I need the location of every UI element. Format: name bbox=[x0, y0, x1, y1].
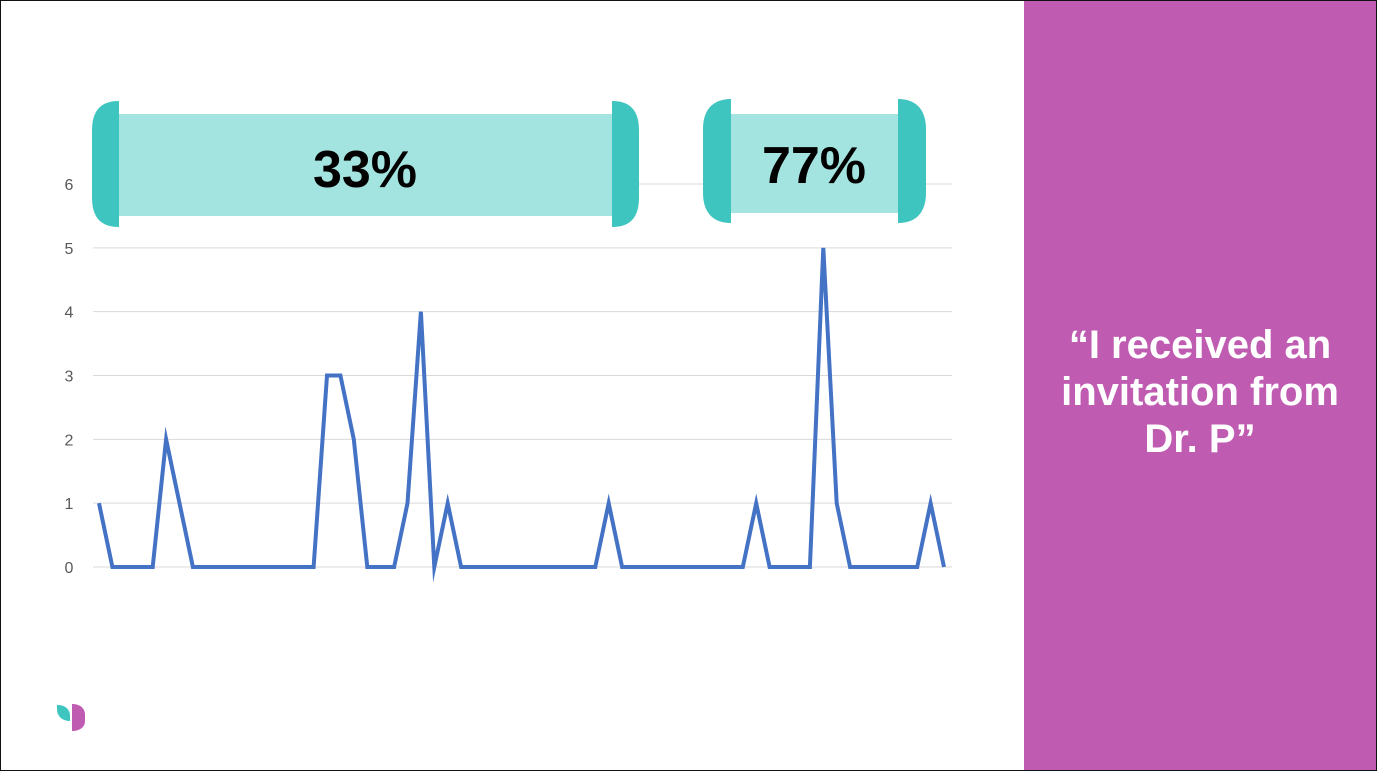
series bbox=[97, 247, 946, 583]
callout-33-left-bracket bbox=[92, 101, 119, 227]
y-tick-label: 1 bbox=[65, 496, 74, 513]
y-tick-label: 0 bbox=[65, 560, 74, 577]
y-tick-label: 4 bbox=[65, 305, 74, 322]
callout-33: 33% bbox=[92, 101, 639, 227]
grid-lines bbox=[93, 183, 952, 568]
callout-77: 77% bbox=[703, 99, 926, 223]
callout-77-fill bbox=[723, 114, 907, 213]
quote-panel: “I received an invitation from Dr. P” bbox=[1024, 1, 1376, 770]
callout-77-right-bracket bbox=[898, 99, 926, 223]
leaf-logo-teal-part bbox=[57, 705, 70, 721]
line-chart: 0 1 2 3 4 5 6 33% 77% bbox=[65, 99, 952, 583]
series-line bbox=[97, 247, 946, 583]
leaf-logo-icon bbox=[57, 704, 85, 731]
callout-77-left-bracket bbox=[703, 99, 731, 223]
y-axis-ticks: 0 1 2 3 4 5 6 bbox=[65, 177, 74, 577]
callout-33-label: 33% bbox=[313, 141, 417, 199]
callout-77-label: 77% bbox=[762, 137, 866, 195]
quote-text: “I received an invitation from Dr. P” bbox=[1061, 323, 1339, 461]
y-tick-label: 5 bbox=[65, 241, 74, 258]
y-tick-label: 3 bbox=[65, 369, 74, 386]
y-tick-label: 6 bbox=[65, 177, 74, 194]
callout-33-fill bbox=[109, 114, 622, 216]
y-tick-label: 2 bbox=[65, 432, 74, 449]
leaf-logo-purple-part bbox=[72, 704, 85, 731]
callout-33-right-bracket bbox=[612, 101, 639, 227]
